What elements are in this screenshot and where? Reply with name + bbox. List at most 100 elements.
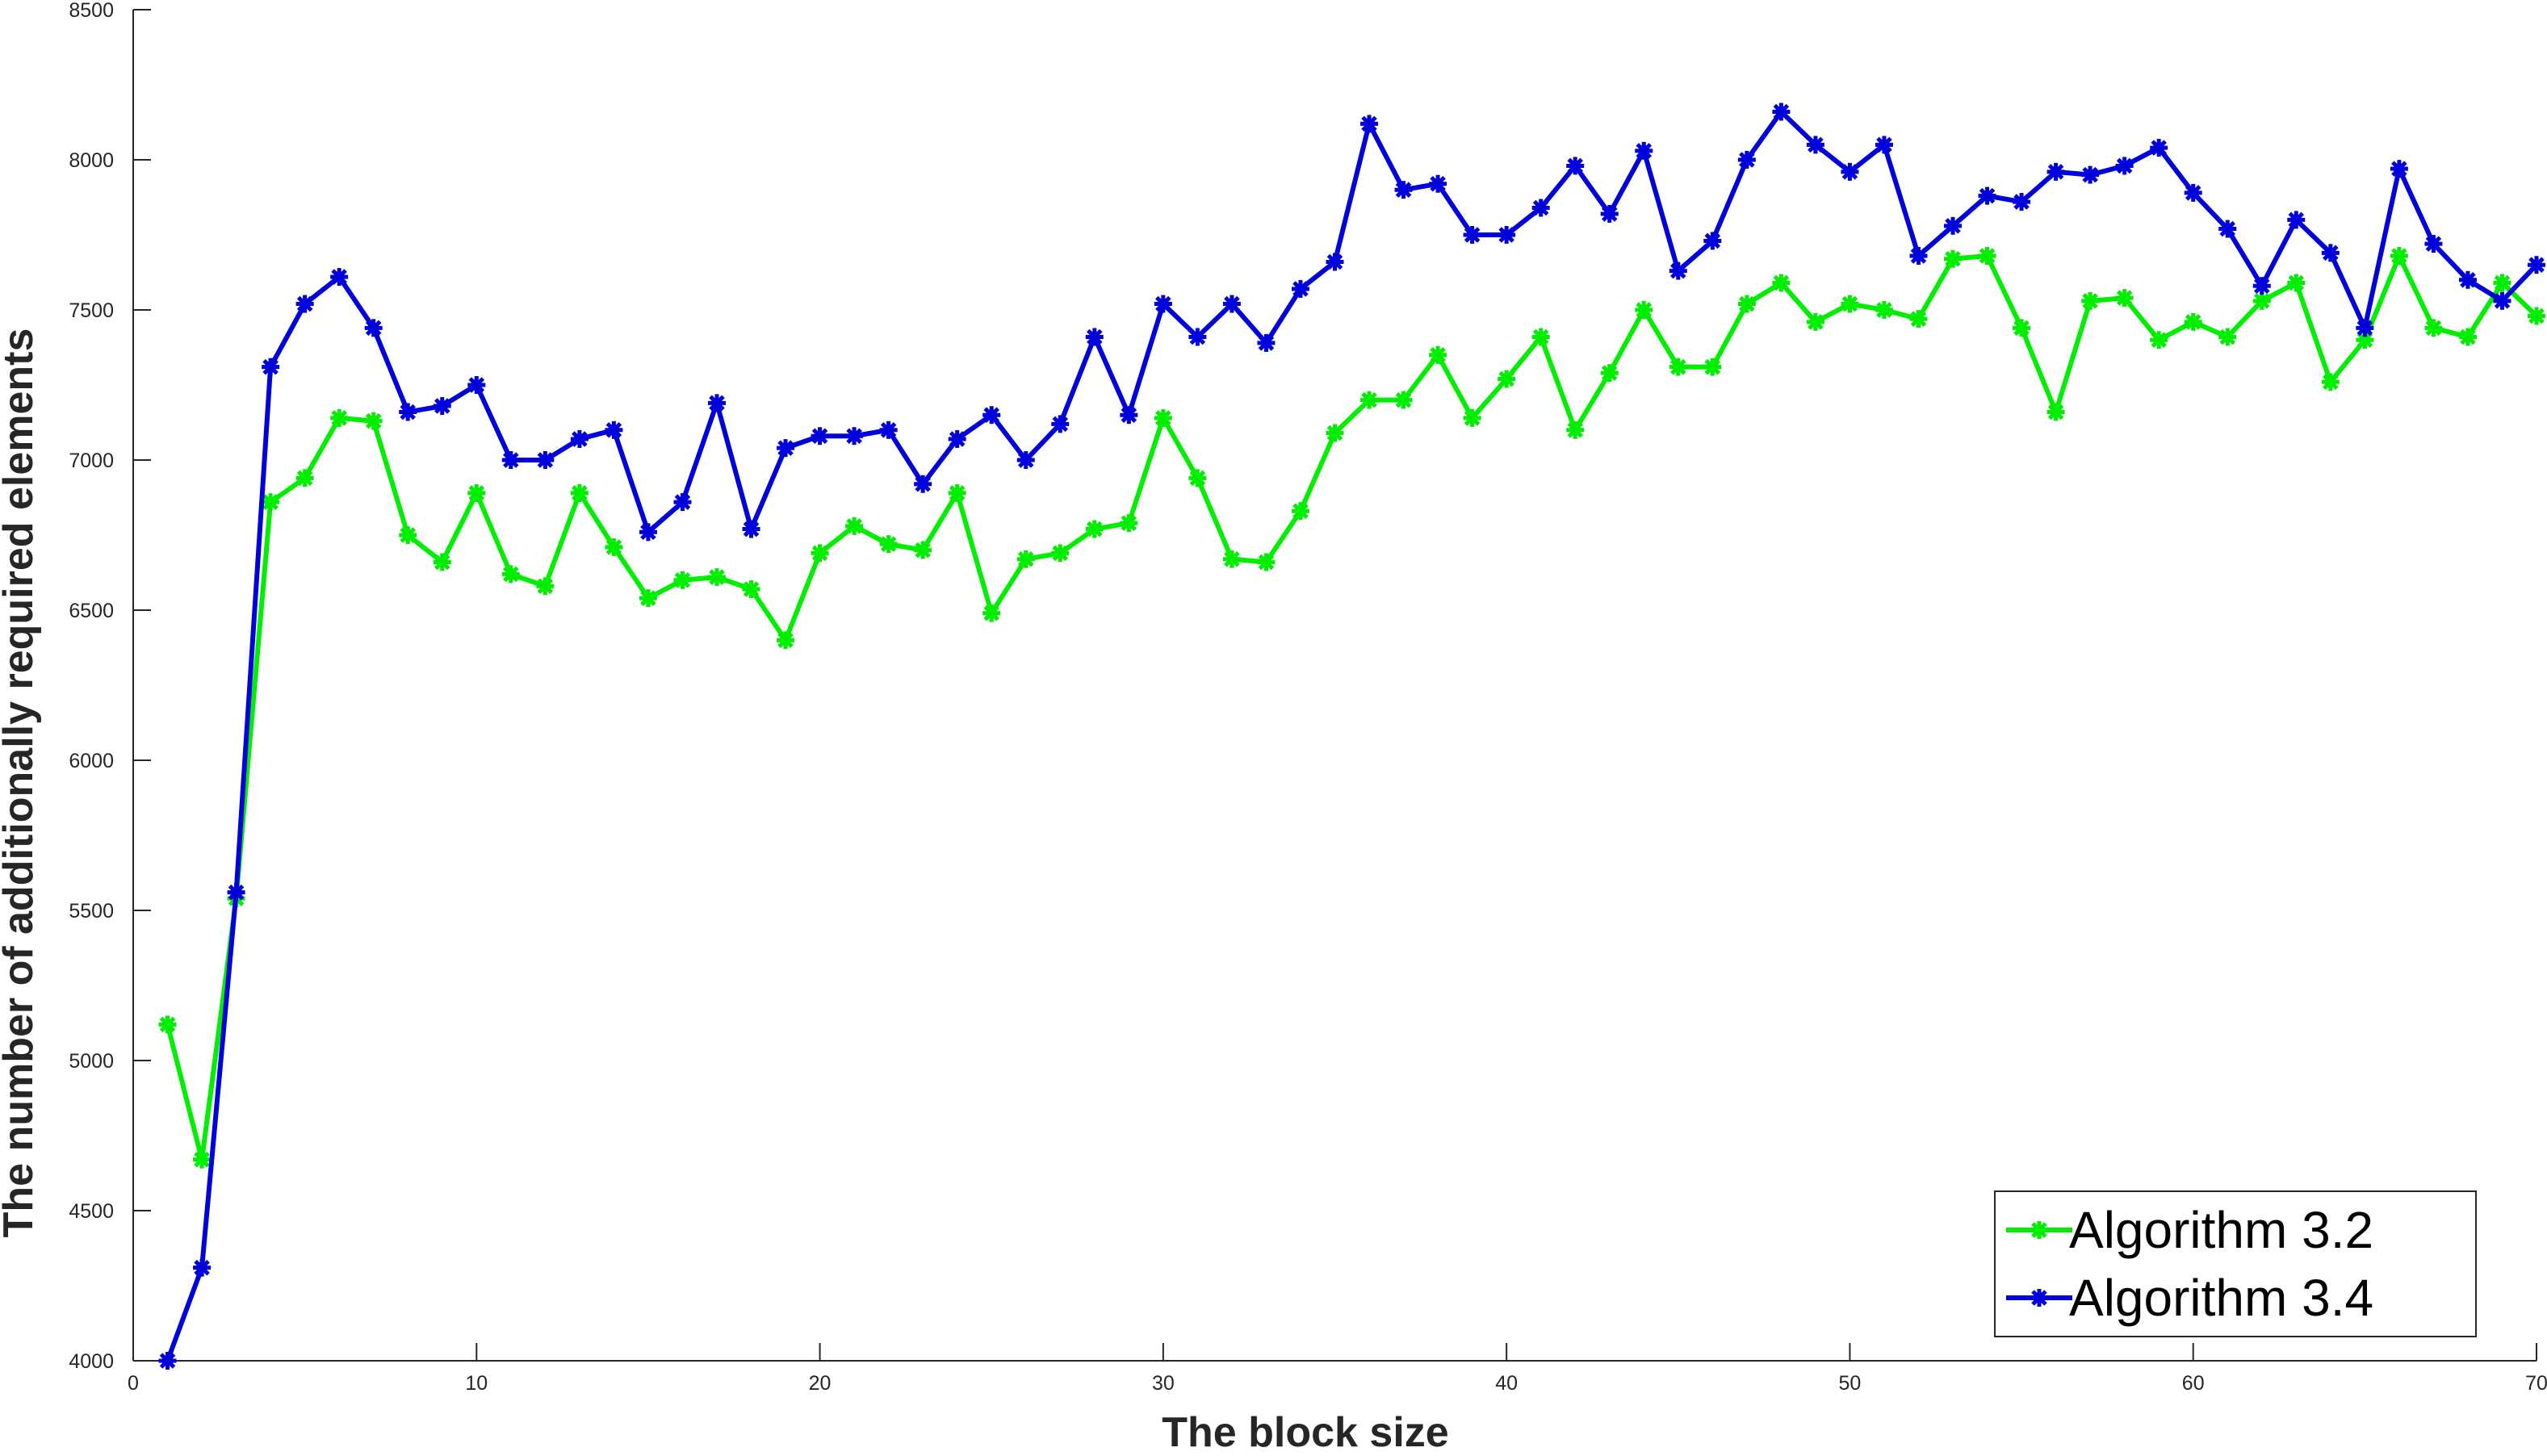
data-point-algorithm-3-4	[1222, 295, 1241, 313]
y-tick-label: 4500	[69, 1200, 114, 1223]
data-point-algorithm-3-4	[2252, 277, 2271, 295]
data-point-algorithm-3-2	[1772, 274, 1791, 292]
data-point-algorithm-3-4	[1737, 151, 1756, 169]
data-point-algorithm-3-2	[467, 483, 486, 502]
data-point-algorithm-3-2	[570, 483, 589, 502]
data-point-algorithm-3-2	[2150, 331, 2168, 349]
data-point-algorithm-3-2	[1429, 345, 1447, 364]
data-point-algorithm-3-4	[1360, 115, 1379, 133]
data-point-algorithm-3-4	[1566, 157, 1585, 175]
data-point-algorithm-3-2	[330, 408, 349, 427]
data-point-algorithm-3-4	[1120, 406, 1138, 425]
data-point-algorithm-3-4	[2013, 193, 2031, 211]
data-point-algorithm-3-4	[1085, 328, 1104, 346]
data-point-algorithm-3-2	[1394, 391, 1413, 409]
data-point-algorithm-3-4	[1016, 451, 1035, 469]
data-point-algorithm-3-4	[2115, 157, 2134, 175]
data-point-algorithm-3-4	[1498, 226, 1516, 244]
x-tick-label: 0	[128, 1372, 139, 1395]
data-point-algorithm-3-2	[1703, 358, 1722, 376]
data-point-algorithm-3-2	[1291, 502, 1309, 521]
data-point-algorithm-3-4	[2287, 211, 2306, 229]
y-tick-label: 4000	[69, 1350, 114, 1373]
y-tick-label: 6500	[69, 600, 114, 622]
data-point-algorithm-3-2	[158, 1015, 177, 1034]
data-point-algorithm-3-2	[811, 544, 829, 563]
data-point-algorithm-3-4	[2356, 319, 2374, 337]
data-point-algorithm-3-2	[1909, 310, 1928, 328]
data-point-algorithm-3-2	[1051, 544, 1070, 563]
data-point-algorithm-3-2	[433, 553, 451, 571]
y-tick-label: 5500	[69, 900, 114, 923]
data-point-algorithm-3-4	[845, 427, 864, 446]
data-point-algorithm-3-4	[399, 403, 417, 421]
y-tick-label: 8500	[69, 0, 114, 22]
data-point-algorithm-3-2	[364, 412, 383, 430]
x-tick-label: 70	[2525, 1372, 2547, 1395]
x-tick-label: 40	[1495, 1372, 1518, 1395]
data-point-algorithm-3-2	[914, 541, 932, 559]
x-tick-label: 50	[1839, 1372, 1862, 1395]
data-point-algorithm-3-4	[1600, 204, 1619, 223]
data-point-algorithm-3-2	[2252, 291, 2271, 310]
data-point-algorithm-3-2	[2424, 319, 2443, 337]
data-point-algorithm-3-4	[1291, 279, 1309, 298]
data-point-algorithm-3-4	[1978, 186, 1996, 205]
data-point-algorithm-3-2	[2458, 328, 2477, 346]
plot-area: 0 10 20 30 40 50 60 70 4000 4500 5000 5500 6000 6500 7…	[69, 0, 2547, 1395]
data-point-algorithm-3-4	[501, 451, 520, 469]
data-point-algorithm-3-4	[2184, 183, 2202, 202]
data-point-algorithm-3-4	[742, 520, 760, 538]
data-point-algorithm-3-4	[1875, 136, 1893, 154]
data-point-algorithm-3-4	[777, 439, 795, 458]
data-point-algorithm-3-4	[1257, 333, 1276, 352]
data-point-algorithm-3-4	[1669, 261, 1687, 280]
x-tick-label: 60	[2182, 1372, 2205, 1395]
data-point-algorithm-3-4	[2493, 291, 2511, 310]
data-point-algorithm-3-2	[262, 493, 280, 512]
data-point-algorithm-3-2	[1154, 408, 1172, 427]
data-point-algorithm-3-2	[2493, 274, 2511, 292]
data-point-algorithm-3-4	[879, 420, 898, 439]
data-point-algorithm-3-4	[1703, 232, 1722, 250]
data-point-algorithm-3-2	[1566, 420, 1585, 439]
data-point-algorithm-3-2	[879, 535, 898, 554]
y-tick-label: 7000	[69, 450, 114, 472]
data-point-algorithm-3-4	[811, 427, 829, 446]
data-point-algorithm-3-4	[433, 397, 451, 416]
data-point-algorithm-3-2	[639, 589, 657, 608]
y-axis-title: The number of additionally required elem…	[0, 328, 42, 1238]
data-point-algorithm-3-4	[2458, 270, 2477, 289]
data-point-algorithm-3-4	[1326, 253, 1344, 271]
data-point-algorithm-3-4	[2081, 165, 2100, 184]
data-point-algorithm-3-4	[536, 451, 555, 469]
data-point-algorithm-3-2	[1875, 301, 1893, 319]
data-point-algorithm-3-2	[1978, 247, 1996, 266]
data-point-algorithm-3-4	[1909, 247, 1928, 266]
data-point-algorithm-3-4	[1531, 199, 1550, 217]
data-point-algorithm-3-4	[948, 429, 966, 448]
data-point-algorithm-3-2	[673, 571, 692, 589]
data-point-algorithm-3-2	[2528, 307, 2545, 325]
data-point-algorithm-3-4	[1429, 174, 1447, 193]
data-point-algorithm-3-4	[2424, 235, 2443, 253]
data-point-algorithm-3-4	[673, 493, 692, 512]
data-point-algorithm-3-4	[2150, 139, 2168, 157]
data-point-algorithm-3-2	[193, 1150, 212, 1169]
y-tick-label: 6000	[69, 750, 114, 772]
data-point-algorithm-3-2	[742, 579, 760, 598]
data-point-algorithm-3-2	[707, 568, 726, 587]
data-point-algorithm-3-2	[2013, 319, 2031, 337]
x-tick-label: 20	[809, 1372, 832, 1395]
data-point-algorithm-3-4	[158, 1352, 177, 1370]
data-point-algorithm-3-4	[2528, 256, 2545, 274]
data-point-algorithm-3-4	[364, 319, 383, 337]
data-point-algorithm-3-4	[2218, 220, 2237, 238]
data-point-algorithm-3-2	[1222, 550, 1241, 568]
data-point-algorithm-3-2	[2218, 328, 2237, 346]
data-point-algorithm-3-2	[399, 526, 417, 544]
data-point-algorithm-3-4	[1944, 216, 1963, 235]
data-point-algorithm-3-2	[982, 604, 1001, 622]
data-point-algorithm-3-4	[227, 883, 245, 902]
